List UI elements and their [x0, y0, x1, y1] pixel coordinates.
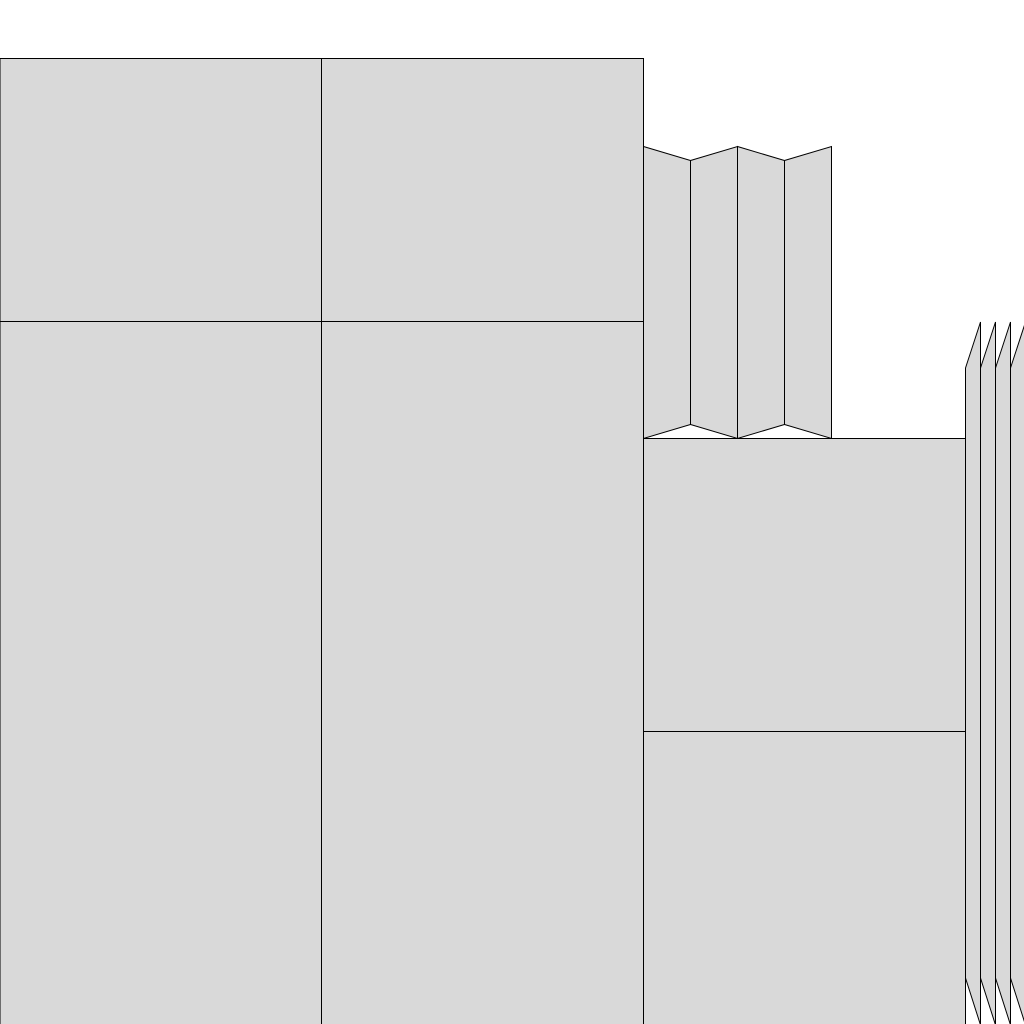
- panel-right-upper: [643, 438, 966, 732]
- fold-strip-4: [784, 145, 832, 440]
- panel-top-left: [0, 58, 322, 322]
- fold-strip-3: [737, 145, 785, 440]
- fold-strip-1: [643, 145, 691, 440]
- panel-bottom-middle: [321, 321, 644, 1024]
- fold-strip-2: [690, 145, 738, 440]
- edge-strip-1: [965, 321, 981, 1024]
- panel-bottom-left: [0, 321, 322, 1024]
- edge-strip-2: [980, 321, 996, 1024]
- panel-top-middle: [321, 58, 644, 322]
- edge-strip-4: [1010, 324, 1024, 1022]
- edge-strip-3: [995, 321, 1011, 1024]
- panel-right-lower: [643, 731, 966, 1024]
